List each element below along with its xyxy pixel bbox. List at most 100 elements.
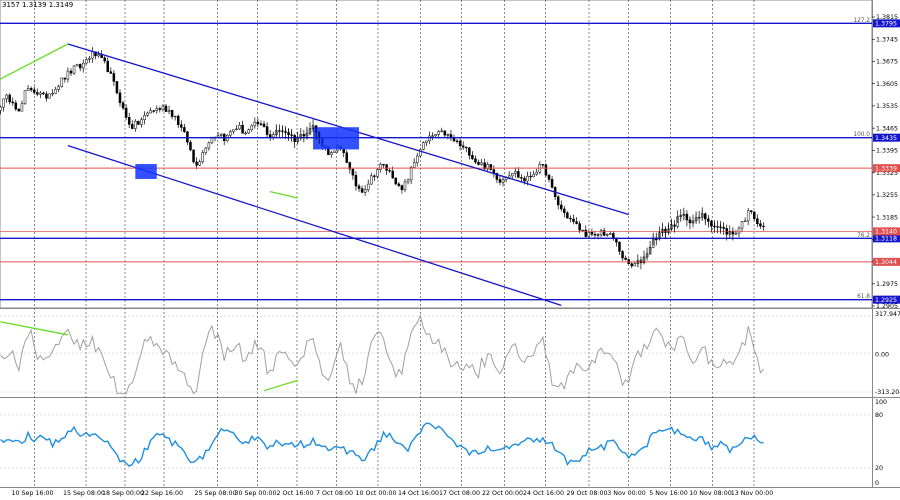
- level-price-label: 1.3044: [875, 259, 897, 266]
- current-price-label: 1.3140: [875, 229, 897, 236]
- candle-body: [48, 93, 51, 99]
- x-tick-label: 2 Oct 16:00: [276, 490, 313, 497]
- candle-body: [474, 158, 477, 163]
- candle-body: [385, 164, 388, 171]
- candle-body: [599, 230, 603, 236]
- x-tick-label: 25 Sep 08:00: [194, 490, 236, 497]
- candle-body: [271, 134, 275, 138]
- candle-body: [753, 211, 756, 219]
- candle-body: [140, 119, 143, 125]
- x-tick-label: 15 Sep 08:00: [63, 490, 105, 497]
- candle-body: [419, 149, 422, 157]
- level-price-label: 1.3118: [875, 236, 897, 243]
- level-price-label: 1.3795: [875, 21, 897, 28]
- candle-body: [400, 185, 404, 191]
- candle-body: [746, 210, 750, 222]
- candle-body: [734, 232, 738, 235]
- x-tick-label: 17 Oct 08:00: [439, 490, 480, 497]
- highlight-box: [135, 164, 157, 179]
- candle-body: [605, 234, 609, 236]
- candle-body: [131, 124, 134, 129]
- candle-body: [158, 108, 162, 110]
- candle-body: [609, 233, 612, 235]
- candle-body: [409, 167, 413, 181]
- candle-body: [14, 102, 18, 110]
- candle-body: [587, 232, 591, 237]
- x-tick-label: 10 Sep 16:00: [11, 490, 53, 497]
- candle-body: [121, 102, 125, 109]
- candle-body: [394, 177, 398, 185]
- candle-body: [51, 93, 54, 95]
- candle-body: [624, 257, 627, 260]
- price-tick-label: 1.3745: [876, 36, 898, 43]
- candle-body: [189, 141, 192, 151]
- highlight-box: [313, 127, 360, 150]
- candle-body: [149, 110, 152, 114]
- candle-body: [376, 169, 379, 177]
- candle-body: [259, 123, 263, 125]
- candle-body: [244, 132, 247, 135]
- candle-body: [106, 60, 109, 72]
- candle-body: [486, 164, 489, 170]
- candle-body: [612, 233, 615, 239]
- candle-body: [602, 230, 606, 236]
- candle-body: [523, 177, 526, 182]
- candle-body: [253, 121, 257, 127]
- candle-body: [247, 129, 250, 134]
- rsi-tick-label: 20: [875, 465, 883, 472]
- candle-body: [458, 140, 462, 147]
- candle-body: [544, 164, 548, 176]
- candle-body: [207, 142, 211, 149]
- candle-body: [152, 110, 155, 112]
- candle-body: [63, 77, 67, 80]
- x-tick-label: 5 Nov 16:00: [649, 490, 687, 497]
- candle-body: [560, 204, 563, 210]
- candle-body: [72, 65, 76, 74]
- candle-body: [743, 220, 747, 222]
- candle-body: [146, 112, 149, 116]
- candle-body: [510, 173, 514, 177]
- candle-body: [164, 105, 168, 112]
- candle-body: [330, 152, 333, 155]
- candle-body: [20, 103, 24, 112]
- candle-body: [550, 179, 554, 188]
- candle-body: [434, 134, 437, 137]
- candle-body: [17, 108, 21, 112]
- fib-label: 127.2: [853, 18, 870, 24]
- candle-body: [357, 185, 361, 189]
- candle-body: [578, 223, 581, 231]
- divergence-line-oscillator: [0, 321, 69, 336]
- candle-body: [241, 124, 244, 134]
- candle-body: [192, 149, 195, 163]
- rsi-tick-label: 0: [875, 480, 879, 487]
- level-price-tag: [873, 19, 900, 28]
- candle-body: [351, 168, 355, 176]
- candle-body: [75, 64, 79, 67]
- x-tick-label: 22 Sep 16:00: [141, 490, 183, 497]
- candle-body: [183, 127, 186, 132]
- candle-body: [36, 92, 39, 95]
- candle-body: [452, 137, 456, 142]
- price-tick-label: 1.2975: [876, 281, 898, 288]
- price-tick-label: 1.3605: [876, 81, 898, 88]
- candle-body: [210, 137, 214, 144]
- candle-body: [526, 175, 529, 182]
- candle-body: [127, 117, 131, 125]
- current-price-tag: [873, 227, 900, 236]
- candle-body: [2, 98, 5, 108]
- candle-body: [391, 170, 394, 179]
- candle-body: [216, 135, 220, 138]
- x-tick-label: 10 Nov 08:00: [689, 490, 731, 497]
- level-price-tag: [873, 133, 900, 142]
- candle-body: [465, 146, 468, 149]
- candle-body: [520, 177, 523, 179]
- candle-body: [94, 51, 97, 57]
- candle-body: [535, 171, 538, 175]
- divergence-line-oscillator: [263, 379, 298, 392]
- price-tick-label: 1.3325: [876, 170, 898, 177]
- x-tick-label: 7 Oct 08:00: [316, 490, 353, 497]
- candle-body: [431, 135, 434, 137]
- candle-body: [737, 227, 741, 234]
- candle-body: [415, 155, 419, 163]
